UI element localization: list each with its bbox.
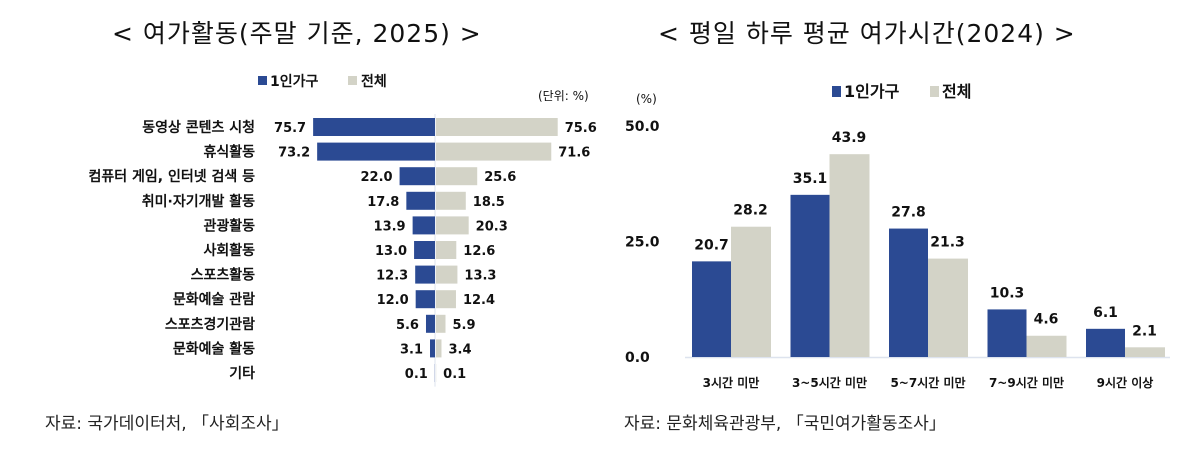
legend-swatch-total xyxy=(348,76,357,85)
legend-label-total: 전체 xyxy=(942,82,971,101)
value-label-total: 2.1 xyxy=(1132,323,1157,339)
value-label-single: 73.2 xyxy=(278,146,310,161)
category-label: 사회활동 xyxy=(203,242,255,259)
value-label-single: 5.6 xyxy=(396,318,419,333)
legend-swatch-single xyxy=(832,86,841,97)
x-tick-label: 3~5시간 미만 xyxy=(792,375,867,390)
leisure-activity-chart: 1인가구 전체 (단위: %) 동영상 콘텐츠 시청 75.7 75.6 휴식활동 73… xyxy=(89,73,597,387)
value-label-single: 10.3 xyxy=(990,285,1025,301)
bar-single xyxy=(889,228,928,357)
right-source-note: 자료: 문화체육관광부, 「국민여가활동조사」 xyxy=(624,414,946,434)
value-label-single: 27.8 xyxy=(891,205,926,221)
bar-single xyxy=(430,339,435,358)
x-tick-label: 3시간 미만 xyxy=(703,375,760,390)
value-label-total: 18.5 xyxy=(473,195,505,210)
category-label: 휴식활동 xyxy=(203,144,255,161)
bar-total xyxy=(436,142,552,161)
bar-single xyxy=(317,142,435,161)
value-label-single: 13.0 xyxy=(375,244,407,259)
bar-single xyxy=(1086,328,1125,357)
bar-total xyxy=(436,191,466,210)
bar-single xyxy=(692,261,731,357)
bar-total xyxy=(436,216,469,235)
unit-label: (단위: %) xyxy=(538,89,589,103)
value-label-single: 13.9 xyxy=(374,219,406,234)
value-label-single: 20.7 xyxy=(694,237,729,253)
value-label-total: 4.6 xyxy=(1034,312,1059,328)
leisure-time-chart: 1인가구 전체 (%) 0.0 25.0 50.0 20.7 28.2 3시간 미만 35.… xyxy=(625,82,1170,390)
value-label-single: 22.0 xyxy=(361,170,393,185)
category-label: 스포츠경기관람 xyxy=(165,316,255,333)
bar-single xyxy=(399,167,435,186)
left-chart-title: < 여가활동(주말 기준, 2025) > xyxy=(112,19,482,48)
legend-label-total: 전체 xyxy=(361,73,387,90)
category-label: 컴퓨터 게임, 인터넷 검색 등 xyxy=(89,168,256,185)
bar-single xyxy=(987,309,1027,357)
bar-single xyxy=(415,265,435,284)
value-label-single: 17.8 xyxy=(367,195,399,210)
y-tick-label: 50.0 xyxy=(625,119,660,135)
bar-single xyxy=(412,216,435,235)
x-tick-label: 7~9시간 미만 xyxy=(989,375,1064,390)
category-label: 문화예술 관람 xyxy=(173,291,255,308)
bar-total xyxy=(436,241,457,259)
bar-total xyxy=(1026,335,1067,357)
value-label-total: 20.3 xyxy=(476,219,508,234)
bar-total xyxy=(436,290,456,309)
bar-total xyxy=(1125,347,1165,357)
bar-single xyxy=(406,191,435,210)
value-label-total: 5.9 xyxy=(452,318,475,333)
category-label: 동영상 콘텐츠 시청 xyxy=(142,119,255,136)
bar-total xyxy=(829,154,870,357)
legend-swatch-single xyxy=(258,76,267,85)
value-label-single: 75.7 xyxy=(274,121,306,136)
bar-total xyxy=(928,258,968,357)
bar-single xyxy=(790,194,830,357)
value-label-single: 0.1 xyxy=(405,367,428,382)
left-source-note: 자료: 국가데이터처, 「사회조사」 xyxy=(45,414,289,434)
value-label-total: 13.3 xyxy=(464,269,496,284)
bar-single xyxy=(313,118,435,136)
value-label-total: 25.6 xyxy=(484,170,516,185)
bar-total xyxy=(731,226,771,357)
value-label-total: 12.6 xyxy=(463,244,495,259)
value-label-total: 43.9 xyxy=(832,130,867,146)
value-label-single: 35.1 xyxy=(793,171,828,187)
value-label-single: 3.1 xyxy=(400,342,423,357)
y-tick-label: 25.0 xyxy=(625,235,660,251)
bar-total xyxy=(436,339,442,358)
legend: 1인가구 전체 xyxy=(258,73,387,90)
value-label-single: 6.1 xyxy=(1093,305,1118,321)
right-chart-title: < 평일 하루 평균 여가시간(2024) > xyxy=(658,19,1076,48)
value-label-total: 12.4 xyxy=(463,293,495,308)
legend-swatch-total xyxy=(930,86,939,97)
legend-label-single: 1인가구 xyxy=(270,73,319,90)
value-label-single: 12.0 xyxy=(377,293,409,308)
y-tick-label: 0.0 xyxy=(625,350,650,366)
x-tick-label: 9시간 이상 xyxy=(1097,375,1154,390)
legend: 1인가구 전체 xyxy=(832,82,971,101)
y-axis-unit: (%) xyxy=(636,92,657,106)
bar-single xyxy=(414,241,435,259)
value-label-total: 28.2 xyxy=(733,203,768,219)
bar-single xyxy=(415,290,435,309)
legend-label-single: 1인가구 xyxy=(844,82,900,101)
value-label-total: 75.6 xyxy=(565,121,597,136)
category-label: 문화예술 활동 xyxy=(173,340,255,357)
value-label-single: 12.3 xyxy=(376,269,408,284)
value-label-total: 71.6 xyxy=(558,146,590,161)
x-tick-label: 5~7시간 미만 xyxy=(890,375,965,390)
category-label: 취미·자기개발 활동 xyxy=(142,193,255,210)
bar-single xyxy=(425,314,435,333)
bar-total xyxy=(436,265,458,284)
category-label: 스포츠활동 xyxy=(191,267,256,284)
bar-total xyxy=(436,118,558,136)
category-label: 관광활동 xyxy=(203,217,255,234)
value-label-total: 3.4 xyxy=(448,342,471,357)
bar-total xyxy=(436,314,446,333)
value-label-total: 0.1 xyxy=(443,367,466,382)
value-label-total: 21.3 xyxy=(930,235,965,251)
category-label: 기타 xyxy=(229,366,255,382)
bar-total xyxy=(436,167,478,186)
